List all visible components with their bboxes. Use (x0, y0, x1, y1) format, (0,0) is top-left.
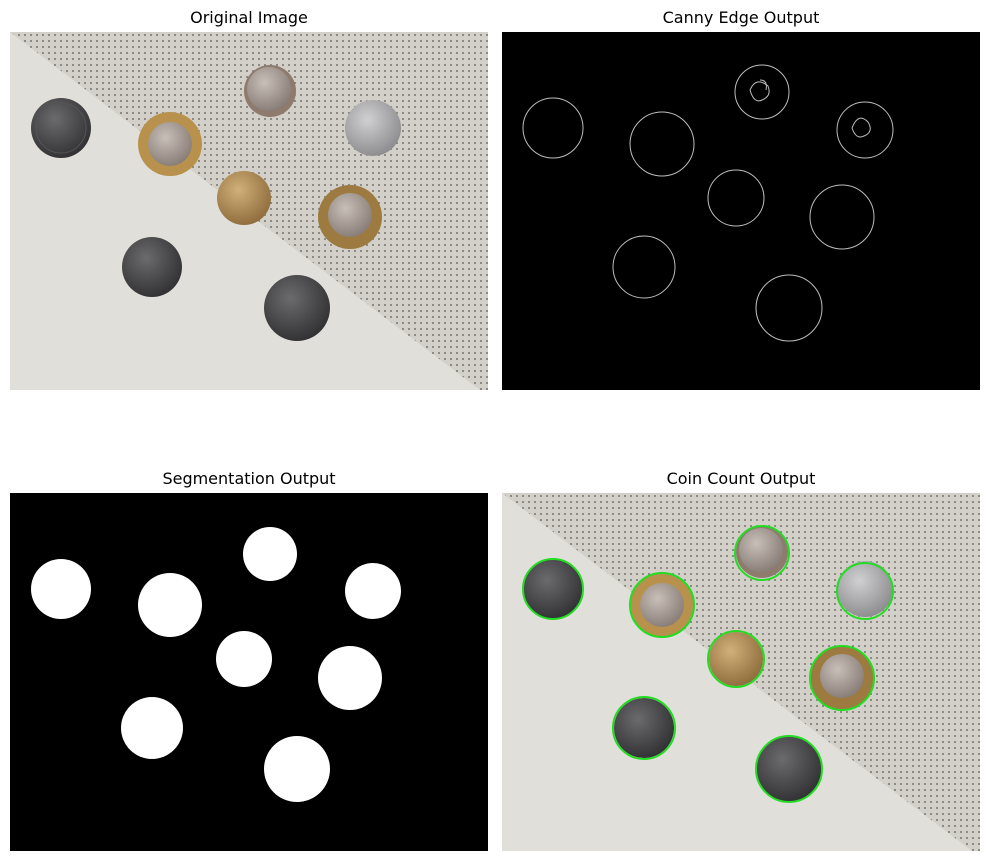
coin-count-image (502, 493, 980, 851)
detected-coin-outline (707, 630, 765, 688)
coin-bimetal-1 (138, 112, 202, 176)
coin-dark-2 (122, 237, 182, 297)
detected-coin-outline (734, 525, 790, 581)
original-image-title: Original Image (190, 8, 308, 27)
segmentation-panel (10, 493, 488, 851)
detected-coin-outline (755, 735, 823, 803)
coin-dark-1 (31, 98, 91, 158)
original-image (10, 32, 488, 390)
coin-silver-1 (345, 100, 401, 156)
detected-coin-outline (522, 558, 584, 620)
coin-count-title: Coin Count Output (666, 469, 816, 488)
coin-bimetal-top (244, 65, 296, 117)
segmentation-title: Segmentation Output (162, 469, 336, 488)
coin-count-panel (502, 493, 980, 851)
detected-coin-outline (809, 645, 875, 711)
canny-edge-title: Canny Edge Output (662, 8, 820, 27)
canny-edge-image (502, 32, 980, 390)
canny-edge-panel (502, 32, 980, 390)
detected-coin-outline (629, 572, 695, 638)
coin-bimetal-2 (318, 185, 382, 249)
detected-coin-outline (836, 562, 894, 620)
detected-coin-outline (612, 696, 676, 760)
coin-gold-1 (217, 171, 271, 225)
original-image-panel (10, 32, 488, 390)
coin-dark-3 (264, 275, 330, 341)
segmentation-image (10, 493, 488, 851)
